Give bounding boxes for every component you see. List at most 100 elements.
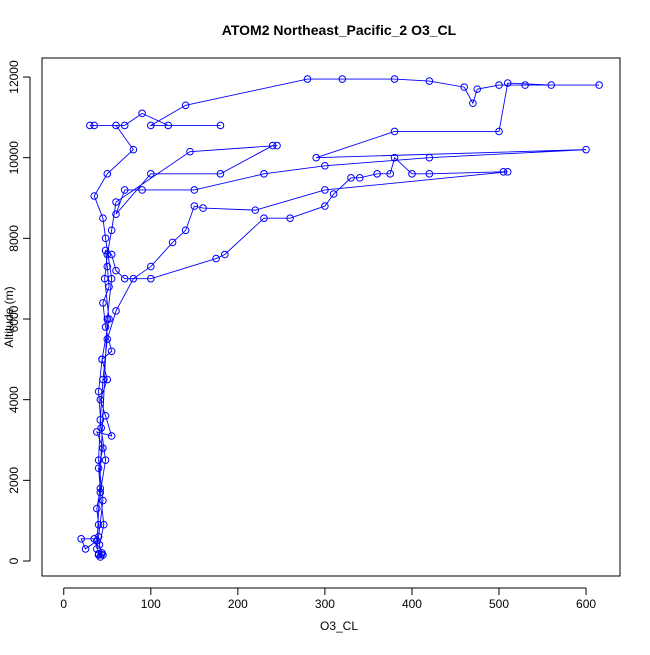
data-point xyxy=(99,496,107,505)
y-tick-label: 0 xyxy=(7,557,21,564)
data-point xyxy=(425,170,434,178)
data-point xyxy=(216,121,225,130)
data-point xyxy=(390,127,399,136)
data-point xyxy=(86,121,94,130)
data-point xyxy=(103,170,112,178)
data-point xyxy=(390,153,399,162)
data-point xyxy=(112,266,120,275)
data-point xyxy=(260,170,268,178)
data-point xyxy=(99,375,107,384)
data-point xyxy=(329,190,338,198)
data-point xyxy=(216,170,225,178)
data-point xyxy=(147,121,155,130)
data-point xyxy=(105,315,113,323)
data-point xyxy=(469,99,477,108)
data-point xyxy=(103,262,112,271)
y-tick-label: 4000 xyxy=(7,386,21,413)
data-point xyxy=(77,535,85,543)
data-point xyxy=(96,484,105,493)
x-tick-label: 400 xyxy=(402,597,422,611)
data-point xyxy=(81,545,90,553)
data-point xyxy=(120,274,129,283)
data-point xyxy=(347,174,355,182)
data-point xyxy=(595,81,603,89)
data-point xyxy=(164,121,173,130)
data-point xyxy=(112,121,120,130)
data-point xyxy=(168,238,177,247)
y-axis-label: Altitude (m) xyxy=(2,286,16,347)
data-point xyxy=(94,532,103,541)
data-point xyxy=(112,210,120,218)
data-point xyxy=(273,141,281,150)
data-point xyxy=(186,147,194,156)
data-point xyxy=(190,186,199,194)
data-point xyxy=(101,456,110,464)
data-point xyxy=(120,121,129,130)
data-point xyxy=(147,262,155,271)
data-point xyxy=(495,81,503,89)
data-point xyxy=(582,145,590,154)
data-point xyxy=(268,141,277,150)
data-line xyxy=(80,78,600,558)
data-point xyxy=(90,121,99,130)
data-point xyxy=(101,246,110,255)
x-tick-label: 100 xyxy=(141,597,161,611)
y-tick-label: 6000 xyxy=(7,305,21,332)
data-point xyxy=(103,335,112,343)
x-tick-label: 300 xyxy=(315,597,335,611)
data-point xyxy=(96,488,105,497)
data-point xyxy=(547,81,556,89)
data-point xyxy=(100,520,108,529)
data-point xyxy=(103,250,112,259)
data-point xyxy=(93,428,101,436)
data-point xyxy=(94,464,103,473)
data-point xyxy=(93,504,101,513)
data-point xyxy=(98,355,106,364)
data-point xyxy=(147,274,155,283)
data-point xyxy=(425,153,434,162)
data-point xyxy=(260,214,268,222)
x-tick-label: 500 xyxy=(489,597,509,611)
data-point xyxy=(93,537,101,545)
data-point xyxy=(112,307,120,315)
data-point xyxy=(107,432,116,440)
data-point xyxy=(96,395,105,404)
data-point xyxy=(101,412,110,420)
data-point xyxy=(95,541,104,549)
data-point xyxy=(521,81,529,89)
data-point xyxy=(100,274,109,283)
data-point xyxy=(408,170,416,178)
data-point xyxy=(101,323,110,331)
data-point xyxy=(355,174,364,182)
data-point xyxy=(96,416,105,424)
data-point xyxy=(312,153,321,162)
data-point xyxy=(138,186,146,194)
data-point xyxy=(212,254,220,263)
data-point xyxy=(105,282,113,291)
chart-title: ATOM2 Northeast_Pacific_2 O3_CL xyxy=(222,22,457,38)
data-point xyxy=(94,387,103,396)
data-point xyxy=(97,424,105,432)
data-point xyxy=(499,168,508,176)
data-point xyxy=(221,250,229,259)
data-point xyxy=(94,520,103,529)
data-point xyxy=(103,375,112,384)
data-point xyxy=(97,550,105,559)
data-point xyxy=(101,234,110,243)
x-tick-label: 200 xyxy=(228,597,248,611)
data-point xyxy=(129,145,138,154)
data-point xyxy=(99,444,107,452)
data-point xyxy=(503,79,512,87)
data-point xyxy=(460,83,468,91)
data-point xyxy=(99,299,107,307)
data-point xyxy=(181,226,190,235)
data-point xyxy=(107,226,116,235)
data-point xyxy=(107,250,116,259)
data-point xyxy=(373,170,381,178)
data-point xyxy=(338,75,347,83)
plot-box xyxy=(41,57,621,577)
data-point xyxy=(112,198,120,206)
data-point xyxy=(321,186,329,194)
y-tick-label: 12000 xyxy=(7,60,21,94)
